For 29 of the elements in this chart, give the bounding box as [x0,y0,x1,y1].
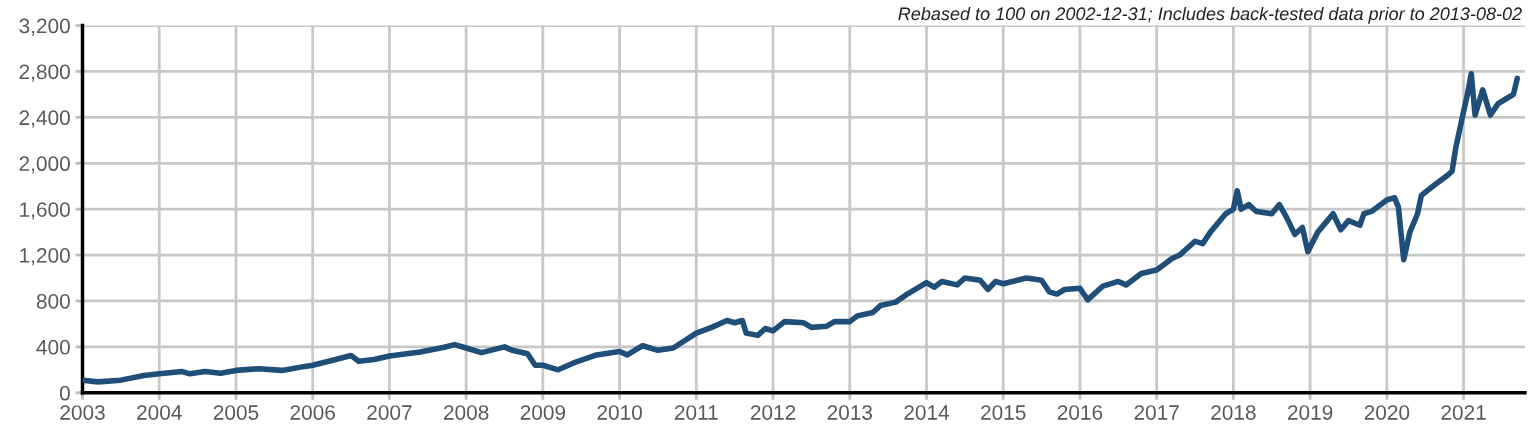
text: Rebased to 100 on 2002-12-31; Includes back-tested data prior to 2013-08-02 [898,6,1522,24]
x-tick-label: 2007 [367,405,412,420]
x-tick-label: 2012 [750,405,796,420]
y-tick-label: 800 [36,293,70,309]
x-tick-label: 2020 [1364,405,1410,420]
y-tick-label: 1,200 [20,248,70,266]
x-tick-label: 2021 [1441,405,1486,420]
x-tick-label: 2019 [1287,405,1333,420]
x-tick-label: 2016 [1057,405,1103,420]
x-tick-label: 2009 [520,405,566,420]
x-tick-label: 2015 [981,405,1026,420]
x-tick-label: 2011 [674,405,718,420]
y-tick-label: 0 [59,385,70,401]
y-tick-label: 2,800 [19,64,70,82]
x-tick-label: 2006 [290,405,335,420]
x-tick-label: 2004 [137,405,182,420]
x-tick-label: 2003 [60,405,105,420]
y-tick-label: 2,000 [19,156,70,174]
x-tick-label: 2017 [1134,405,1179,420]
x-tick-label: 2014 [904,405,950,420]
x-tick-label: 2013 [827,405,873,420]
x-tick-label: 2018 [1211,405,1256,420]
y-tick-label: 3,200 [19,18,70,36]
x-tick-label: 2005 [213,405,259,420]
y-tick-label: 400 [36,339,70,355]
x-tick-label: 2008 [444,405,489,420]
x-tick-label: 2010 [597,405,642,420]
y-tick-label: 1,600 [20,202,70,220]
y-tick-label: 2,400 [19,110,70,128]
